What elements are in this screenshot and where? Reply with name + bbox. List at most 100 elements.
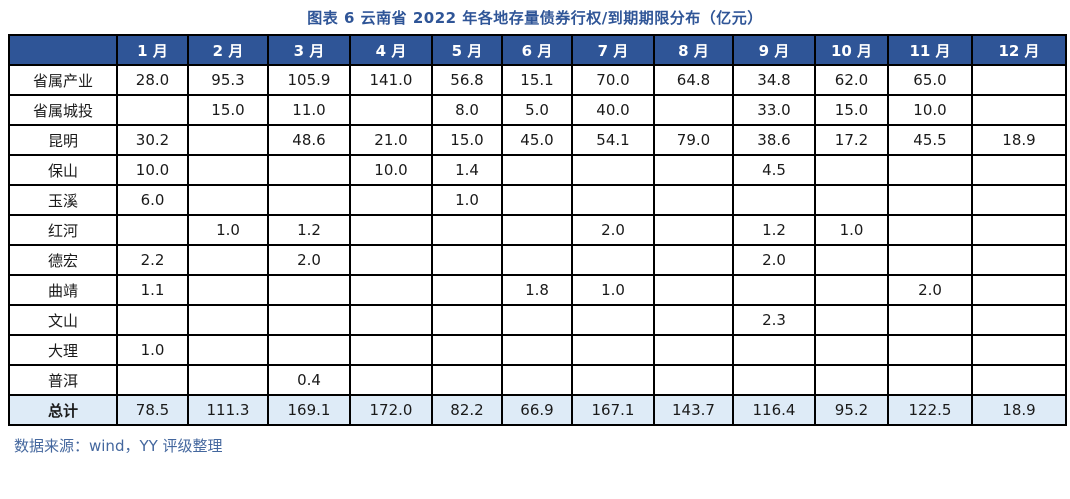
value-cell xyxy=(887,334,973,366)
region-row: 昆明 30.2 48.6 21.0 15.0 45.0 54.1 79.0 38.6 17.2 45… xyxy=(8,124,1067,156)
value-cell xyxy=(653,214,734,246)
month-column-header: 4 月 xyxy=(349,34,433,66)
value-cell xyxy=(887,304,973,336)
value-cell xyxy=(431,364,503,396)
value-cell xyxy=(349,214,433,246)
value-cell xyxy=(267,274,351,306)
value-cell xyxy=(887,244,973,276)
value-cell xyxy=(431,334,503,366)
row-label: 保山 xyxy=(8,154,118,186)
value-cell: 15.0 xyxy=(814,94,889,126)
value-cell xyxy=(267,184,351,216)
month-column-header: 7 月 xyxy=(571,34,655,66)
region-row: 保山 10.0 10.0 1.4 4.5 xyxy=(8,154,1067,186)
value-cell xyxy=(732,364,816,396)
value-cell: 1.4 xyxy=(431,154,503,186)
value-cell: 122.5 xyxy=(887,394,973,426)
value-cell xyxy=(653,244,734,276)
value-cell: 34.8 xyxy=(732,64,816,96)
value-cell xyxy=(349,94,433,126)
value-cell: 0.4 xyxy=(267,364,351,396)
value-cell: 10.0 xyxy=(349,154,433,186)
value-cell xyxy=(653,274,734,306)
value-cell xyxy=(971,154,1067,186)
figure-title: 图表 6 云南省 2022 年各地存量债券行权/到期期限分布（亿元） xyxy=(307,9,763,27)
value-cell xyxy=(971,304,1067,336)
value-cell xyxy=(571,154,655,186)
value-cell: 33.0 xyxy=(732,94,816,126)
row-label: 昆明 xyxy=(8,124,118,156)
value-cell: 2.0 xyxy=(571,214,655,246)
value-cell xyxy=(349,184,433,216)
month-column-header: 1 月 xyxy=(116,34,189,66)
value-cell xyxy=(971,364,1067,396)
value-cell xyxy=(187,304,269,336)
value-cell xyxy=(653,184,734,216)
value-cell: 141.0 xyxy=(349,64,433,96)
value-cell: 2.2 xyxy=(116,244,189,276)
row-label: 省属城投 xyxy=(8,94,118,126)
value-cell: 17.2 xyxy=(814,124,889,156)
value-cell: 10.0 xyxy=(116,154,189,186)
value-cell xyxy=(267,304,351,336)
value-cell xyxy=(349,364,433,396)
value-cell xyxy=(116,364,189,396)
value-cell xyxy=(653,334,734,366)
value-cell: 1.1 xyxy=(116,274,189,306)
region-row: 红河 1.0 1.2 2.0 1.2 1.0 xyxy=(8,214,1067,246)
value-cell: 95.3 xyxy=(187,64,269,96)
month-column-header: 10 月 xyxy=(814,34,889,66)
value-cell: 66.9 xyxy=(501,394,573,426)
region-row: 文山 2.3 xyxy=(8,304,1067,336)
value-cell xyxy=(971,94,1067,126)
row-label: 曲靖 xyxy=(8,274,118,306)
month-column-header: 12 月 xyxy=(971,34,1067,66)
value-cell xyxy=(971,214,1067,246)
value-cell xyxy=(971,274,1067,306)
value-cell xyxy=(431,244,503,276)
value-cell: 82.2 xyxy=(431,394,503,426)
value-cell: 56.8 xyxy=(431,64,503,96)
region-row: 省属城投 15.0 11.0 8.0 5.0 40.0 33.0 15.0 10.0 xyxy=(8,94,1067,126)
value-cell xyxy=(814,334,889,366)
value-cell: 111.3 xyxy=(187,394,269,426)
value-cell xyxy=(431,214,503,246)
value-cell: 11.0 xyxy=(267,94,351,126)
value-cell xyxy=(501,184,573,216)
value-cell xyxy=(887,364,973,396)
value-cell: 172.0 xyxy=(349,394,433,426)
region-row: 德宏 2.2 2.0 2.0 xyxy=(8,244,1067,276)
value-cell xyxy=(887,214,973,246)
value-cell xyxy=(971,334,1067,366)
value-cell: 18.9 xyxy=(971,124,1067,156)
month-column-header: 3 月 xyxy=(267,34,351,66)
value-cell: 143.7 xyxy=(653,394,734,426)
row-label: 省属产业 xyxy=(8,64,118,96)
value-cell: 1.2 xyxy=(732,214,816,246)
value-cell xyxy=(501,334,573,366)
value-cell: 40.0 xyxy=(571,94,655,126)
value-cell xyxy=(267,154,351,186)
region-row: 省属产业 28.0 95.3 105.9 141.0 56.8 15.1 70.0 64.8 34… xyxy=(8,64,1067,96)
value-cell xyxy=(571,364,655,396)
value-cell xyxy=(431,304,503,336)
value-cell: 70.0 xyxy=(571,64,655,96)
value-cell xyxy=(501,214,573,246)
value-cell xyxy=(501,244,573,276)
value-cell: 48.6 xyxy=(267,124,351,156)
value-cell: 2.0 xyxy=(267,244,351,276)
value-cell: 2.0 xyxy=(887,274,973,306)
value-cell: 15.0 xyxy=(187,94,269,126)
value-cell xyxy=(187,334,269,366)
value-cell xyxy=(116,214,189,246)
row-label: 大理 xyxy=(8,334,118,366)
value-cell xyxy=(571,184,655,216)
month-column-header: 11 月 xyxy=(887,34,973,66)
row-label: 红河 xyxy=(8,214,118,246)
row-label: 玉溪 xyxy=(8,184,118,216)
value-cell: 6.0 xyxy=(116,184,189,216)
value-cell xyxy=(431,274,503,306)
total-row: 总计 78.5 111.3 169.1 172.0 82.2 66.9 167.1 143.7 1… xyxy=(8,394,1067,426)
value-cell xyxy=(887,154,973,186)
